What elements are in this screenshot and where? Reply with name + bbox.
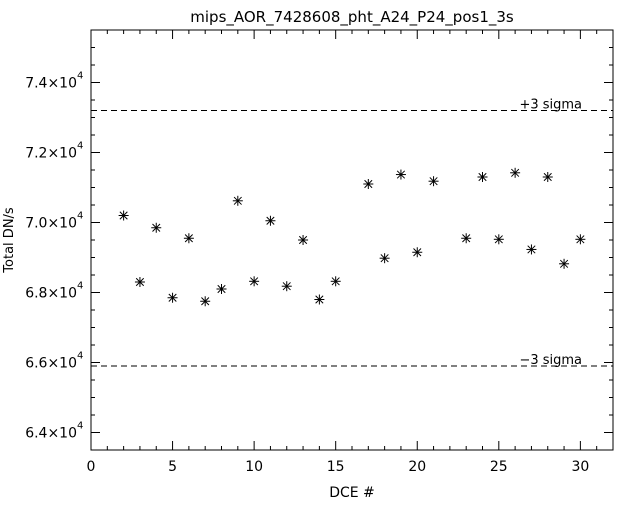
data-point [412, 247, 423, 258]
x-axis: 0 5 10 15 20 25 30 [87, 30, 614, 475]
data-point [134, 277, 145, 287]
data-points [118, 167, 586, 307]
y-tick-label: 6.8×10 [25, 286, 77, 302]
y-tick-exponent: 4 [77, 211, 83, 222]
x-tick-label: 25 [490, 459, 508, 475]
data-point [118, 210, 129, 221]
data-point [232, 195, 243, 206]
data-point [559, 258, 570, 269]
y-tick-label: 6.6×10 [25, 356, 77, 372]
data-point [379, 253, 390, 264]
y-tick-exponent: 4 [77, 141, 83, 152]
y-tick-exponent: 4 [77, 351, 83, 362]
y-axis-label: Total DN/s [2, 207, 17, 274]
y-tick-exponent: 4 [77, 71, 83, 82]
data-point [151, 222, 162, 233]
data-point [395, 169, 406, 180]
x-tick-label: 20 [408, 459, 426, 475]
data-point [281, 281, 292, 292]
data-point [200, 296, 211, 307]
data-point [298, 235, 309, 245]
sigma-lines: +3 sigma −3 sigma [91, 98, 613, 368]
x-axis-label: DCE # [329, 485, 375, 501]
x-tick-label: 5 [168, 459, 177, 475]
data-point [216, 284, 227, 294]
x-tick-label: 15 [327, 459, 345, 475]
data-point [314, 294, 325, 305]
data-point [510, 167, 521, 178]
x-tick-label: 0 [87, 459, 96, 475]
plot-frame [90, 29, 614, 451]
data-point [542, 172, 553, 182]
y-tick-label: 7.0×10 [25, 216, 77, 232]
data-point [330, 276, 341, 287]
y-tick-label: 7.2×10 [25, 146, 77, 162]
data-point [183, 233, 194, 244]
y-tick-exponent: 4 [77, 421, 83, 432]
data-point [265, 215, 276, 226]
data-point [167, 292, 178, 303]
sigma-label: −3 sigma [519, 353, 582, 368]
data-point [477, 172, 488, 182]
x-tick-label: 30 [571, 459, 589, 475]
chart-title: mips_AOR_7428608_pht_A24_P24_pos1_3s [190, 8, 514, 27]
data-point [461, 233, 472, 244]
data-point [575, 234, 586, 245]
sigma-label: +3 sigma [519, 98, 582, 113]
data-point [249, 276, 260, 287]
y-tick-label: 7.4×10 [25, 76, 77, 92]
data-point [428, 176, 439, 187]
x-tick-label: 10 [245, 459, 263, 475]
y-tick-exponent: 4 [77, 281, 83, 292]
y-axis: 6.4×10 46.6×10 46.8×10 47.0×10 47.2×10 47.4×1… [25, 29, 613, 451]
data-point [526, 244, 537, 255]
y-tick-label: 6.4×10 [25, 426, 77, 442]
data-point [363, 179, 374, 189]
data-point [493, 234, 504, 245]
